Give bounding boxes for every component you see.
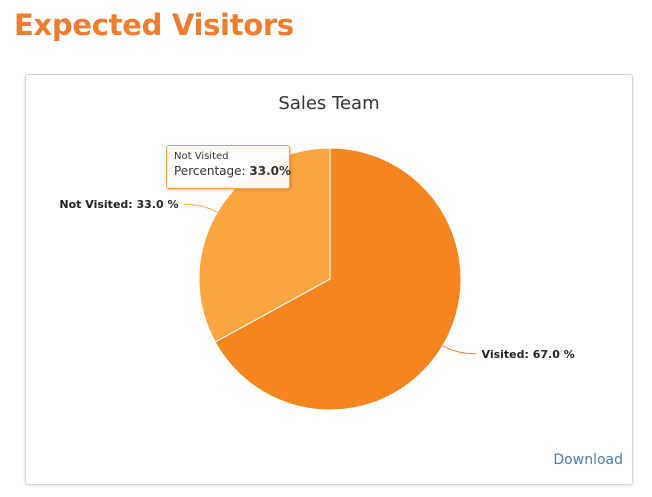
page-heading: Expected Visitors [14,8,294,42]
download-link[interactable]: Download [553,452,623,468]
tooltip-value: 33.0% [249,164,292,178]
pie-slice-not-visited[interactable] [198,147,331,343]
chart-title: Sales Team [278,93,379,114]
data-label: Visited: 67.0 % [482,348,575,361]
label-connector [442,345,477,355]
tooltip-label: Percentage: [174,164,246,178]
label-connector [183,203,218,213]
chart-card: Sales Team Visited: 67.0 % Not Visited: 3… [25,74,633,485]
chart-tooltip: Not Visited Percentage: 33.0% [166,145,291,189]
data-label: Not Visited: 33.0 % [59,198,178,211]
pie-slice-visited[interactable] [214,147,462,411]
tooltip-title: Not Visited [174,151,229,162]
pie-chart: Sales Team Visited: 67.0 % Not Visited: 3… [59,93,575,411]
tooltip-line: Percentage: 33.0% [174,163,291,180]
